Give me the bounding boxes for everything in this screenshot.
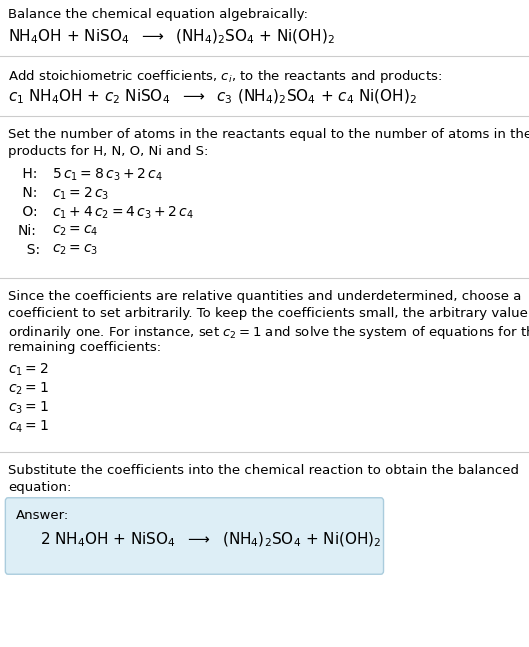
Text: NH$_4$OH + NiSO$_4$  $\longrightarrow$  (NH$_4$)$_2$SO$_4$ + Ni(OH)$_2$: NH$_4$OH + NiSO$_4$ $\longrightarrow$ (N… — [8, 28, 335, 47]
Text: $c_1$ NH$_4$OH + $c_2$ NiSO$_4$  $\longrightarrow$  $c_3$ (NH$_4$)$_2$SO$_4$ + $: $c_1$ NH$_4$OH + $c_2$ NiSO$_4$ $\longri… — [8, 88, 417, 106]
FancyBboxPatch shape — [5, 498, 384, 575]
Text: N:: N: — [18, 186, 38, 200]
Text: remaining coefficients:: remaining coefficients: — [8, 341, 161, 354]
Text: H:: H: — [18, 167, 38, 181]
Text: Since the coefficients are relative quantities and underdetermined, choose a: Since the coefficients are relative quan… — [8, 290, 522, 303]
Text: Add stoichiometric coefficients, $c_i$, to the reactants and products:: Add stoichiometric coefficients, $c_i$, … — [8, 68, 442, 85]
Text: $c_3 = 1$: $c_3 = 1$ — [8, 400, 49, 417]
Text: $c_2 = 1$: $c_2 = 1$ — [8, 381, 49, 397]
Text: $c_2 = c_3$: $c_2 = c_3$ — [52, 243, 98, 258]
Text: $c_4 = 1$: $c_4 = 1$ — [8, 419, 49, 435]
Text: $c_1 = 2$: $c_1 = 2$ — [8, 362, 49, 378]
Text: Balance the chemical equation algebraically:: Balance the chemical equation algebraica… — [8, 8, 308, 21]
Text: $c_1 + 4\,c_2 = 4\,c_3 + 2\,c_4$: $c_1 + 4\,c_2 = 4\,c_3 + 2\,c_4$ — [52, 205, 194, 221]
Text: O:: O: — [18, 205, 38, 219]
Text: coefficient to set arbitrarily. To keep the coefficients small, the arbitrary va: coefficient to set arbitrarily. To keep … — [8, 307, 529, 320]
Text: Ni:: Ni: — [18, 224, 37, 238]
Text: $c_1 = 2\,c_3$: $c_1 = 2\,c_3$ — [52, 186, 110, 203]
Text: ordinarily one. For instance, set $c_2 = 1$ and solve the system of equations fo: ordinarily one. For instance, set $c_2 =… — [8, 324, 529, 341]
Text: 2 NH$_4$OH + NiSO$_4$  $\longrightarrow$  (NH$_4$)$_2$SO$_4$ + Ni(OH)$_2$: 2 NH$_4$OH + NiSO$_4$ $\longrightarrow$ … — [40, 531, 381, 549]
Text: $5\,c_1 = 8\,c_3 + 2\,c_4$: $5\,c_1 = 8\,c_3 + 2\,c_4$ — [52, 167, 163, 183]
Text: Set the number of atoms in the reactants equal to the number of atoms in the: Set the number of atoms in the reactants… — [8, 128, 529, 141]
Text: products for H, N, O, Ni and S:: products for H, N, O, Ni and S: — [8, 145, 208, 158]
Text: Substitute the coefficients into the chemical reaction to obtain the balanced: Substitute the coefficients into the che… — [8, 464, 519, 477]
Text: S:: S: — [18, 243, 40, 257]
Text: Answer:: Answer: — [16, 509, 69, 522]
Text: $c_2 = c_4$: $c_2 = c_4$ — [52, 224, 98, 238]
Text: equation:: equation: — [8, 481, 71, 494]
